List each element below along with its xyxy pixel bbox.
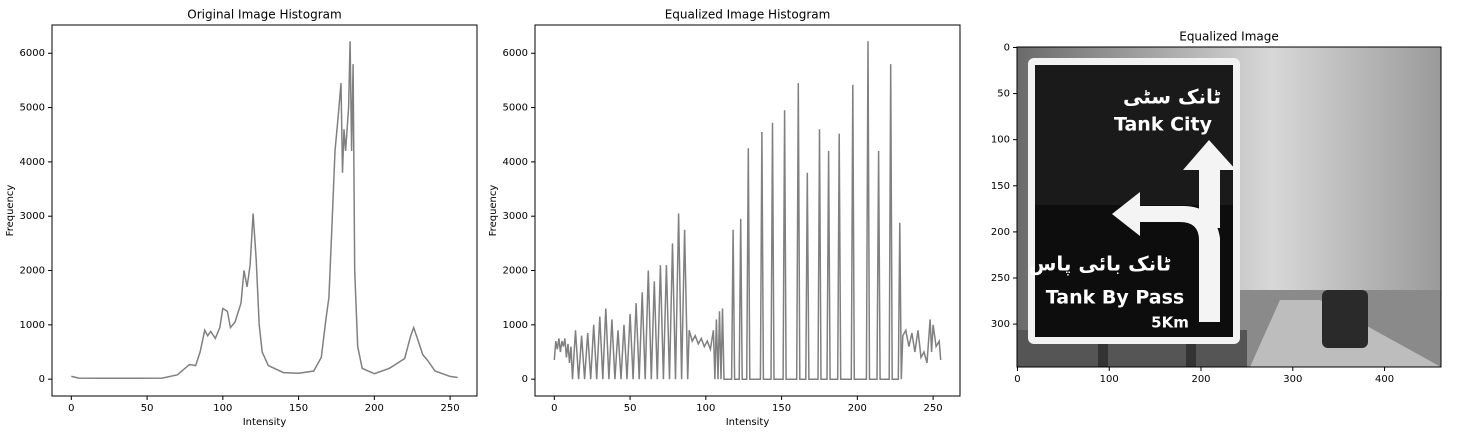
x-tick-label: 0: [68, 403, 74, 414]
y-tick-label: 0: [1004, 42, 1010, 53]
axes-title: Equalized Image: [1179, 30, 1279, 44]
y-tick-label: 50: [997, 89, 1010, 100]
histogram-line: [71, 41, 458, 380]
y-tick-label: 6000: [20, 48, 45, 59]
y-tick-label: 2000: [503, 266, 528, 277]
x-tick-label: 250: [441, 403, 460, 414]
y-tick-label: 4000: [503, 157, 528, 168]
y-tick-label: 0: [39, 374, 45, 385]
sign-text: ٹانک سٹی: [1123, 85, 1221, 109]
pole: [1098, 340, 1108, 367]
y-tick-label: 200: [991, 227, 1010, 238]
sign-text: ٹانک بائی پاس: [1029, 252, 1171, 277]
x-tick-label: 50: [141, 403, 154, 414]
y-tick-label: 2000: [20, 266, 45, 277]
axes-title: Equalized Image Histogram: [665, 8, 831, 22]
x-tick-label: 50: [624, 403, 637, 414]
x-tick-label: 100: [213, 403, 232, 414]
y-tick-label: 100: [991, 135, 1010, 146]
histogram-line: [553, 41, 942, 380]
y-tick-label: 6000: [503, 48, 528, 59]
x-tick-label: 400: [1375, 374, 1394, 385]
y-tick-label: 150: [991, 181, 1010, 192]
y-tick-label: 3000: [503, 211, 528, 222]
rickshaw: [1322, 290, 1368, 348]
y-tick-label: 1000: [503, 320, 528, 331]
y-tick-label: 300: [991, 319, 1010, 330]
y-tick-label: 5000: [503, 103, 528, 114]
x-tick-label: 150: [772, 403, 791, 414]
arrow-stem: [1199, 168, 1220, 228]
x-tick-label: 200: [848, 403, 867, 414]
x-axis-label: Intensity: [243, 417, 287, 428]
y-tick-label: 5000: [20, 103, 45, 114]
image: ٹانک سٹی Tank City ٹانک بائی پاس Tank By…: [1017, 47, 1441, 367]
x-tick-label: 200: [1191, 374, 1210, 385]
arrow-curve: [1112, 192, 1220, 322]
axes-title: Original Image Histogram: [187, 8, 341, 22]
x-tick-label: 0: [1014, 374, 1020, 385]
y-tick-label: 4000: [20, 157, 45, 168]
pole: [1186, 340, 1196, 367]
x-tick-label: 150: [289, 403, 308, 414]
y-tick-label: 0: [522, 374, 528, 385]
axes-frame: [51, 24, 478, 397]
y-axis-label: Frequency: [5, 185, 16, 237]
x-tick-label: 100: [696, 403, 715, 414]
x-tick-label: 300: [1283, 374, 1302, 385]
x-tick-label: 200: [365, 403, 384, 414]
x-tick-label: 100: [1100, 374, 1119, 385]
sign-text: 5Km: [1151, 314, 1189, 332]
sign-text: Tank By Pass: [1046, 287, 1184, 309]
x-axis-label: Intensity: [726, 417, 770, 428]
y-axis-label: Frequency: [488, 185, 499, 237]
y-tick-label: 3000: [20, 211, 45, 222]
arrow-head: [1183, 140, 1236, 170]
y-tick-label: 1000: [20, 320, 45, 331]
axes-frame: [534, 24, 961, 397]
y-tick-label: 250: [991, 273, 1010, 284]
sign-text: Tank City: [1114, 114, 1213, 136]
x-tick-label: 0: [551, 403, 557, 414]
axes-frame: [1016, 46, 1442, 368]
x-tick-label: 250: [924, 403, 943, 414]
